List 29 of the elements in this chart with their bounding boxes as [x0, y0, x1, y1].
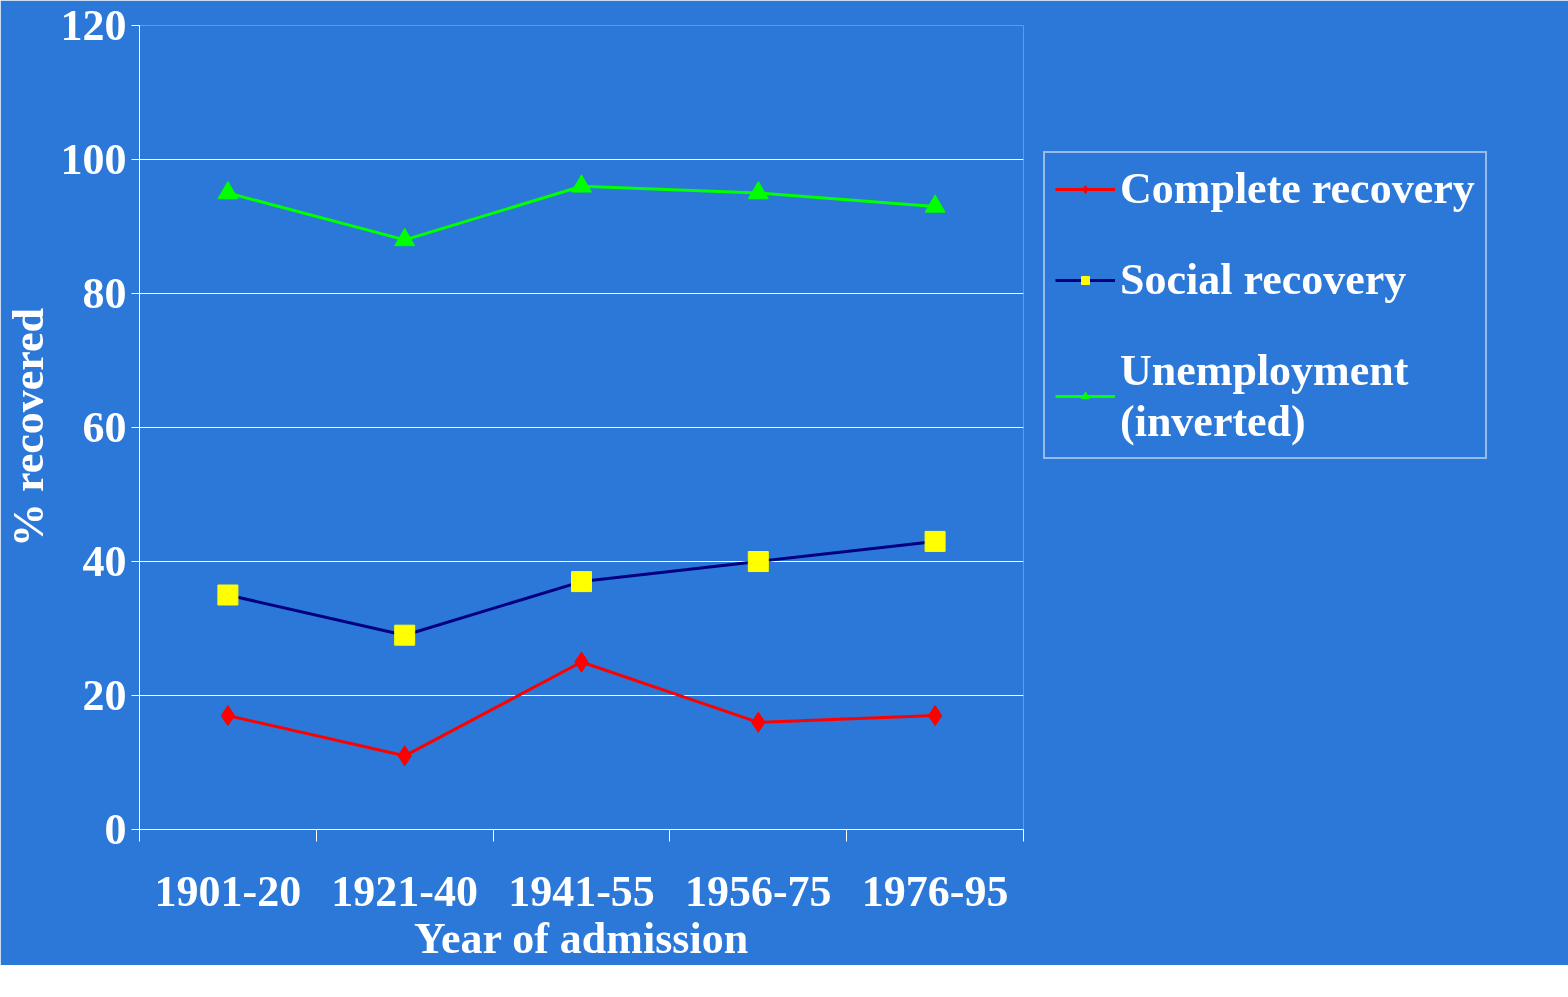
y-tick-label: 120	[60, 1, 127, 50]
point	[220, 705, 236, 727]
point	[747, 551, 769, 572]
y-tick-label: 100	[60, 135, 127, 184]
point	[747, 180, 769, 200]
point	[924, 194, 946, 213]
y-tick-label: 0	[104, 805, 127, 854]
y-tick-label: 80	[82, 269, 127, 318]
point	[571, 571, 592, 593]
legend-label: Social recovery	[1120, 254, 1407, 305]
point	[394, 227, 416, 247]
point	[571, 174, 592, 193]
x-tick-label: 1956-75	[684, 866, 832, 916]
legend-label: Complete recovery	[1120, 163, 1475, 214]
x-tick-label: 1901-20	[154, 866, 302, 916]
x-tick-label: 1941-55	[508, 866, 655, 916]
y-tick-label: 20	[82, 671, 127, 720]
y-tick-label: 60	[82, 403, 127, 452]
legend-label: Unemployment (inverted)	[1120, 345, 1409, 447]
y-tick-label: 40	[82, 537, 127, 586]
point	[217, 584, 239, 606]
x-tick-label: 1976-95	[861, 866, 1009, 916]
point	[394, 624, 416, 646]
x-axis-title: Year of admission	[414, 913, 749, 963]
x-tick-label: 1921-40	[331, 866, 479, 916]
point	[924, 530, 946, 552]
point	[927, 705, 943, 727]
y-axis-title: % recovered	[3, 307, 53, 548]
point	[217, 180, 239, 200]
